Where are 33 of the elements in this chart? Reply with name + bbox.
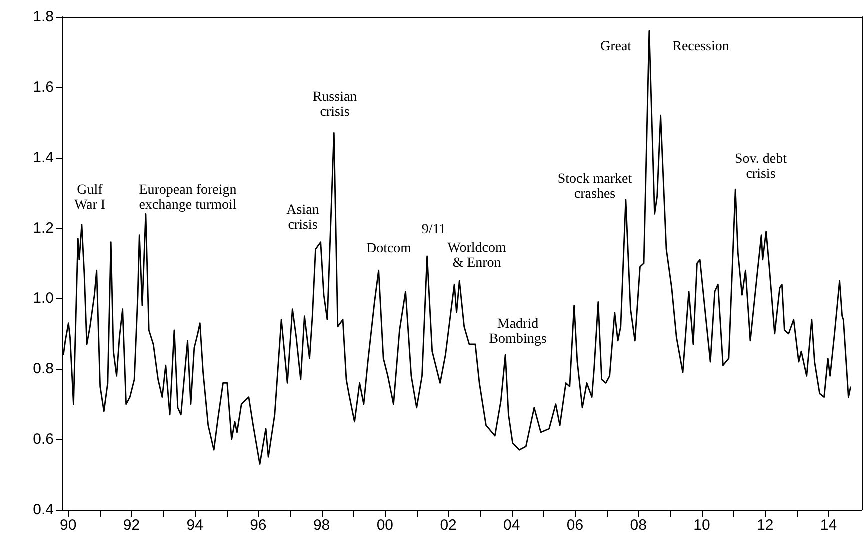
annotation: Sov. debt crisis (735, 152, 788, 182)
y-tick-label: 0.6 (33, 431, 54, 448)
y-tick-label: 1.0 (33, 290, 54, 308)
y-tick-label: 1.4 (33, 149, 54, 166)
annotation: Asian crisis (286, 203, 320, 233)
x-tick-label: 02 (440, 517, 457, 534)
annotation: Gulf War I (74, 183, 106, 213)
x-tick-label: 10 (694, 517, 710, 534)
y-tick-label: 0.8 (33, 360, 54, 378)
x-tick-label: 08 (630, 517, 647, 534)
annotation: Worldcom & Enron (448, 241, 506, 271)
annotation: Recession (672, 40, 730, 54)
x-tick-label: 90 (60, 517, 77, 534)
x-tick-label: 94 (186, 517, 204, 534)
annotation: Madrid Bombings (489, 317, 547, 347)
y-tick-label: 1.6 (33, 78, 54, 96)
annotation: European foreign exchange turmoil (139, 183, 237, 213)
x-tick-label: 04 (504, 517, 520, 534)
annotation: Great (600, 40, 632, 54)
y-tick-label: 1.2 (33, 220, 54, 237)
y-tick-label: 0.4 (33, 502, 54, 518)
annotation: Dotcom (366, 242, 412, 256)
x-tick-label: 00 (376, 517, 394, 534)
y-tick-label: 1.8 (33, 8, 54, 26)
annotation: Russian crisis (312, 90, 358, 120)
x-tick-label: 92 (123, 517, 140, 534)
x-tick-label: 06 (566, 517, 584, 534)
annotation: Stock market crashes (558, 172, 632, 202)
x-tick-label: 96 (250, 517, 267, 534)
annotation: 9/11 (422, 222, 446, 238)
x-tick-label: 14 (820, 517, 838, 534)
x-tick-label: 98 (313, 517, 330, 534)
x-tick-label: 12 (757, 517, 774, 534)
